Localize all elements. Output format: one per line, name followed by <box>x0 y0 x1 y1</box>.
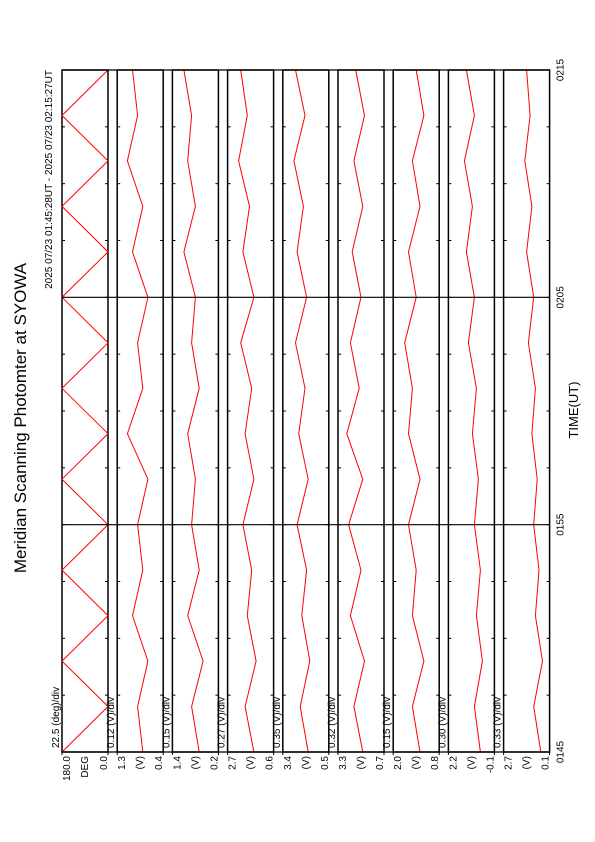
panel-scale: 22.5 (deg)/div <box>51 687 62 748</box>
panel-scale: 0.12 (V)/div <box>106 697 117 748</box>
panel-unit: (V) <box>190 756 201 769</box>
panel-frame <box>116 69 164 753</box>
y-tick-label: 2.2 <box>448 756 459 770</box>
panel-unit: (V) <box>246 756 257 769</box>
y-tick-label: 0.0 <box>99 756 110 770</box>
panel-scale: 0.30 (V)/div <box>437 697 448 748</box>
y-tick-label: 2.0 <box>393 756 404 770</box>
y-tick-label: 0.6 <box>265 756 276 770</box>
y-tick-label: 3.3 <box>338 756 349 770</box>
data-line <box>463 69 483 753</box>
panel-unit: (V) <box>301 756 312 769</box>
y-tick-label: 1.3 <box>117 756 128 770</box>
panel-unit: (V) <box>411 756 422 769</box>
panel-unit: (V) <box>356 756 367 769</box>
panel-frame <box>392 69 440 753</box>
panel-unit: DEG <box>80 756 91 778</box>
data-line <box>293 69 311 753</box>
x-tick-label: 0145 <box>556 740 567 763</box>
x-axis-title: TIME(UT) <box>566 381 581 438</box>
y-tick-label: 0.8 <box>430 756 441 770</box>
rotated-plot: Meridian Scanning Photomter at SYOWA 202… <box>11 58 581 781</box>
y-tick-label: 0.4 <box>154 756 165 770</box>
panel-frame <box>171 69 220 753</box>
y-tick-label: 0.5 <box>320 756 331 770</box>
panel-scale: 0.27 (V)/div <box>217 697 228 748</box>
panel-frame <box>226 69 275 753</box>
panel-scale: 0.15 (V)/div <box>161 697 172 748</box>
panel-frame <box>282 69 330 753</box>
panel-unit: (V) <box>522 756 533 769</box>
data-line <box>238 69 257 753</box>
y-tick-label: 180.0 <box>62 756 73 781</box>
panel-unit: (V) <box>135 756 146 769</box>
y-tick-label: 2.7 <box>228 756 239 770</box>
chart-title: Meridian Scanning Photomter at SYOWA <box>11 262 30 573</box>
chart-subtitle: 2025 07/23 01:45:28UT - 2025 07/23 02:15… <box>44 70 55 289</box>
y-tick-label: 1.4 <box>172 756 183 770</box>
data-line <box>61 69 109 753</box>
y-tick-label: -0.1 <box>485 756 496 774</box>
panel-scale: 0.32 (V)/div <box>327 697 338 748</box>
y-tick-label: 0.1 <box>541 756 552 770</box>
x-tick-label: 0215 <box>556 58 567 81</box>
data-line <box>524 69 544 753</box>
y-tick-label: 2.7 <box>504 756 515 770</box>
x-tick-label: 0205 <box>556 286 567 309</box>
data-line <box>346 69 366 753</box>
data-line <box>126 69 149 753</box>
panel-scale: 0.33 (V)/div <box>493 697 504 748</box>
y-tick-label: 0.2 <box>209 756 220 770</box>
panel-unit: (V) <box>466 756 477 769</box>
panel-scale: 0.15 (V)/div <box>382 697 393 748</box>
y-tick-label: 0.7 <box>375 756 386 770</box>
data-line <box>404 69 425 753</box>
x-tick-label: 0155 <box>556 513 567 536</box>
y-tick-label: 3.4 <box>283 756 294 770</box>
panel-frame <box>447 69 496 753</box>
panel-scale: 0.35 (V)/div <box>272 697 283 748</box>
data-line <box>183 69 204 753</box>
